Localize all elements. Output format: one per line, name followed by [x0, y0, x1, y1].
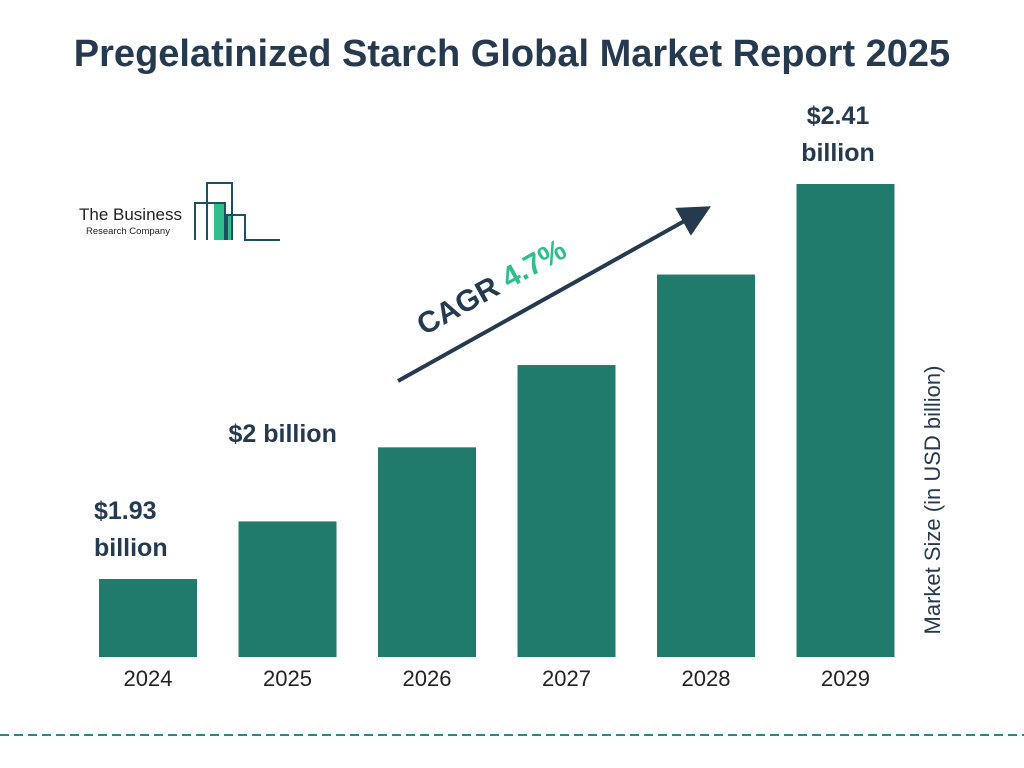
bar-2026	[378, 447, 476, 657]
growth-arrow	[397, 206, 711, 383]
x-tick-label: 2027	[542, 666, 591, 691]
bar-2027	[517, 365, 616, 657]
x-tick-label: 2024	[123, 666, 173, 691]
bar-2029	[796, 184, 895, 657]
x-tick-label: 2028	[681, 666, 731, 691]
logo-text-line1: The Business	[79, 205, 182, 224]
chart-title: Pregelatinized Starch Global Market Repo…	[73, 33, 951, 75]
data-label: $1.93 billion	[94, 497, 168, 562]
x-tick-label: 2026	[402, 666, 452, 691]
x-tick-label: 2029	[821, 666, 870, 691]
bar-2028	[657, 274, 755, 657]
data-label: $2 billion	[228, 420, 337, 449]
y-axis-label: Market Size (in USD billion)	[920, 365, 945, 635]
logo-text-line2: Research Company	[86, 226, 170, 237]
bar-2024	[99, 579, 197, 657]
x-tick-label: 2025	[263, 666, 312, 691]
bar-2025	[238, 521, 337, 657]
data-label: $2.41 billion	[801, 102, 875, 167]
